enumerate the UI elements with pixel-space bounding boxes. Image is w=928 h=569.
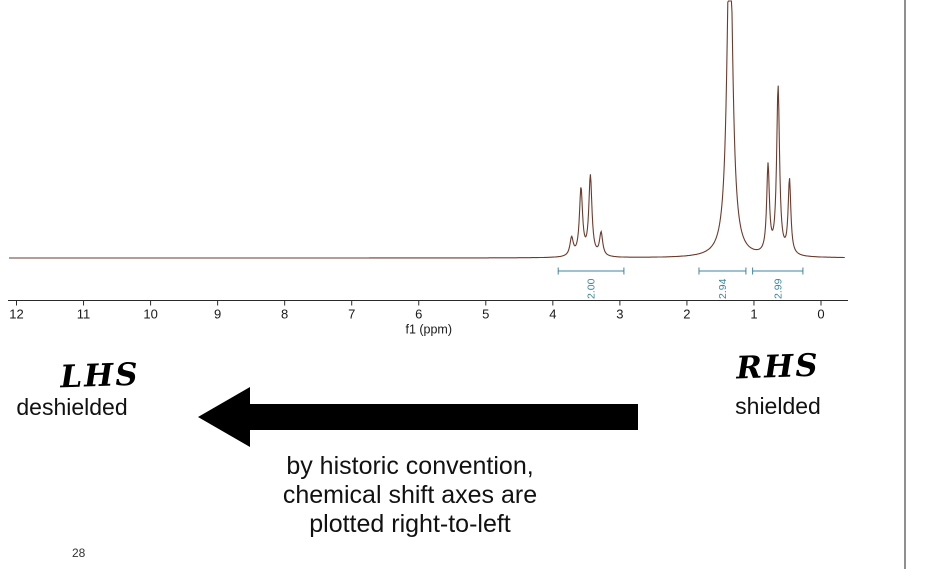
page-number: 28 (72, 546, 86, 560)
x-axis-tick-label: 1 (750, 307, 757, 322)
x-axis-tick-label: 3 (616, 307, 623, 322)
x-axis-tick-label: 12 (9, 307, 23, 322)
x-axis-tick-label: 8 (281, 307, 288, 322)
shielded-label: shielded (735, 393, 821, 419)
caption-line: plotted right-to-left (309, 510, 511, 538)
x-axis-tick-label: 2 (683, 307, 690, 322)
x-axis-tick-label: 10 (143, 307, 157, 322)
x-axis-tick-label: 4 (549, 307, 556, 322)
lhs-handwritten-label: LHS (59, 356, 141, 396)
integral-value: 2.99 (772, 278, 784, 299)
slide-right-border (904, 0, 906, 569)
integral-value: 2.00 (586, 278, 598, 299)
left-arrow (198, 387, 638, 447)
deshielded-label: deshielded (16, 394, 128, 420)
left-arrow-shape (198, 387, 638, 447)
nmr-spectrum-chart: 12 11 10 9 8 7 6 5 4 3 2 1 0f1 (ppm)2.00 2.94 2.99 (8, 0, 848, 337)
x-axis-tick-label: 9 (214, 307, 221, 322)
nmr-trace (9, 0, 845, 259)
integral-value: 2.94 (717, 278, 729, 299)
rhs-handwritten-label: RHS (735, 347, 821, 387)
x-axis-tick-label: 5 (482, 307, 489, 322)
caption: by historic convention, chemical shift a… (238, 452, 582, 539)
x-axis-tick-label: 7 (348, 307, 355, 322)
x-axis-tick-label: 11 (77, 307, 91, 322)
caption-line: chemical shift axes are (282, 481, 538, 509)
x-axis-tick-label: 0 (817, 307, 824, 322)
caption-line: by historic convention, (286, 452, 534, 480)
x-axis-tick-label: 6 (415, 307, 422, 322)
x-axis-title: f1 (ppm) (405, 323, 452, 337)
